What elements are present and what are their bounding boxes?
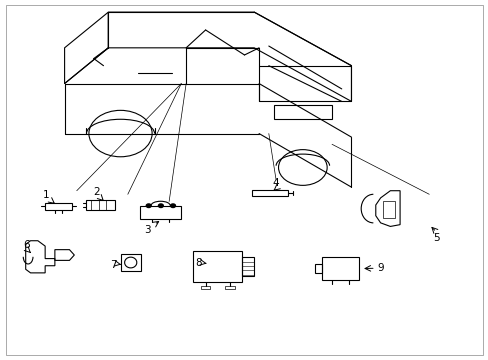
Bar [322,257,358,280]
Text: 3: 3 [143,225,150,235]
Text: 7: 7 [110,260,116,270]
Bar [193,251,242,282]
Text: 1: 1 [43,190,50,201]
Bar [314,264,322,273]
Circle shape [170,204,175,207]
Bar [224,286,234,289]
Bar [251,190,287,196]
Circle shape [146,204,151,207]
Bar [86,200,115,210]
Text: 4: 4 [272,178,279,188]
Bar [382,202,394,217]
Text: 5: 5 [432,233,439,243]
Text: 6: 6 [23,240,30,249]
Bar [120,254,141,271]
Text: 2: 2 [93,187,100,197]
Bar [273,105,331,119]
Text: 9: 9 [377,262,383,273]
Bar [201,286,210,289]
Bar [242,257,254,276]
Bar [140,206,181,219]
Bar [45,203,72,210]
Text: 8: 8 [195,258,202,268]
Circle shape [158,204,163,207]
